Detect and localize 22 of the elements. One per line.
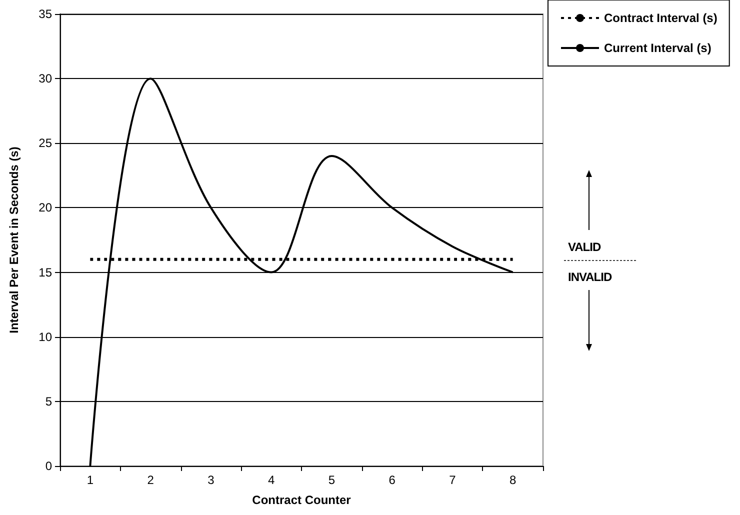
x-tick-label: 6: [388, 473, 396, 487]
x-axis-title: Contract Counter: [252, 493, 352, 507]
x-tick-label: 1: [86, 473, 94, 487]
x-tick-label: 7: [449, 473, 456, 487]
legend-label: Contract Interval (s): [604, 11, 718, 25]
y-tick-label: 30: [38, 72, 52, 86]
y-tick-label: 20: [38, 200, 52, 215]
x-tick-label: 5: [328, 473, 336, 487]
text: INVALID: [568, 270, 612, 284]
legend-label: Current Interval (s): [604, 41, 712, 55]
text: VALID: [568, 240, 601, 254]
x-tick-label: 2: [147, 473, 154, 487]
y-tick-label: 35: [38, 7, 52, 21]
y-tick-label: 5: [45, 394, 52, 408]
y-tick-label: 15: [38, 265, 52, 280]
y-tick-label: 10: [38, 330, 52, 344]
x-tick-label: 8: [509, 473, 516, 487]
x-tick-label: 4: [268, 473, 275, 487]
y-tick-label: 0: [45, 459, 52, 473]
x-tick-label: 3: [208, 473, 215, 487]
y-axis-title: Interval Per Event in Seconds (s): [7, 146, 21, 334]
y-tick-label: 25: [38, 136, 52, 150]
